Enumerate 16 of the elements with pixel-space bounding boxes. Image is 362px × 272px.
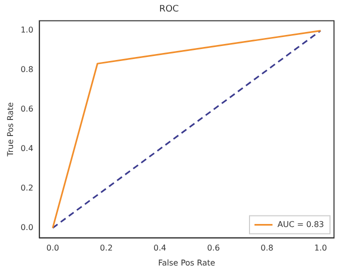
legend-label: AUC = 0.83: [277, 220, 324, 229]
chart-title: ROC: [159, 4, 179, 15]
x-tick-label: 0.0: [46, 244, 60, 253]
x-axis-title: False Pos Rate: [158, 258, 216, 268]
y-tick-label: 0.6: [20, 104, 34, 114]
y-tick-label: 0.0: [20, 223, 34, 232]
y-tick-label: 1.0: [20, 26, 34, 35]
y-tick-label: 0.2: [20, 184, 34, 193]
x-tick-label: 0.4: [154, 244, 166, 253]
x-tick-label: 0.2: [100, 244, 113, 253]
x-tick-label: 1.0: [314, 244, 327, 253]
y-axis-title: True Pos Rate: [6, 102, 15, 158]
x-tick-label: 0.8: [260, 244, 274, 253]
x-tick-label: 0.6: [207, 244, 220, 253]
y-tick-label: 0.8: [20, 65, 34, 74]
y-tick-label: 0.4: [20, 144, 34, 154]
